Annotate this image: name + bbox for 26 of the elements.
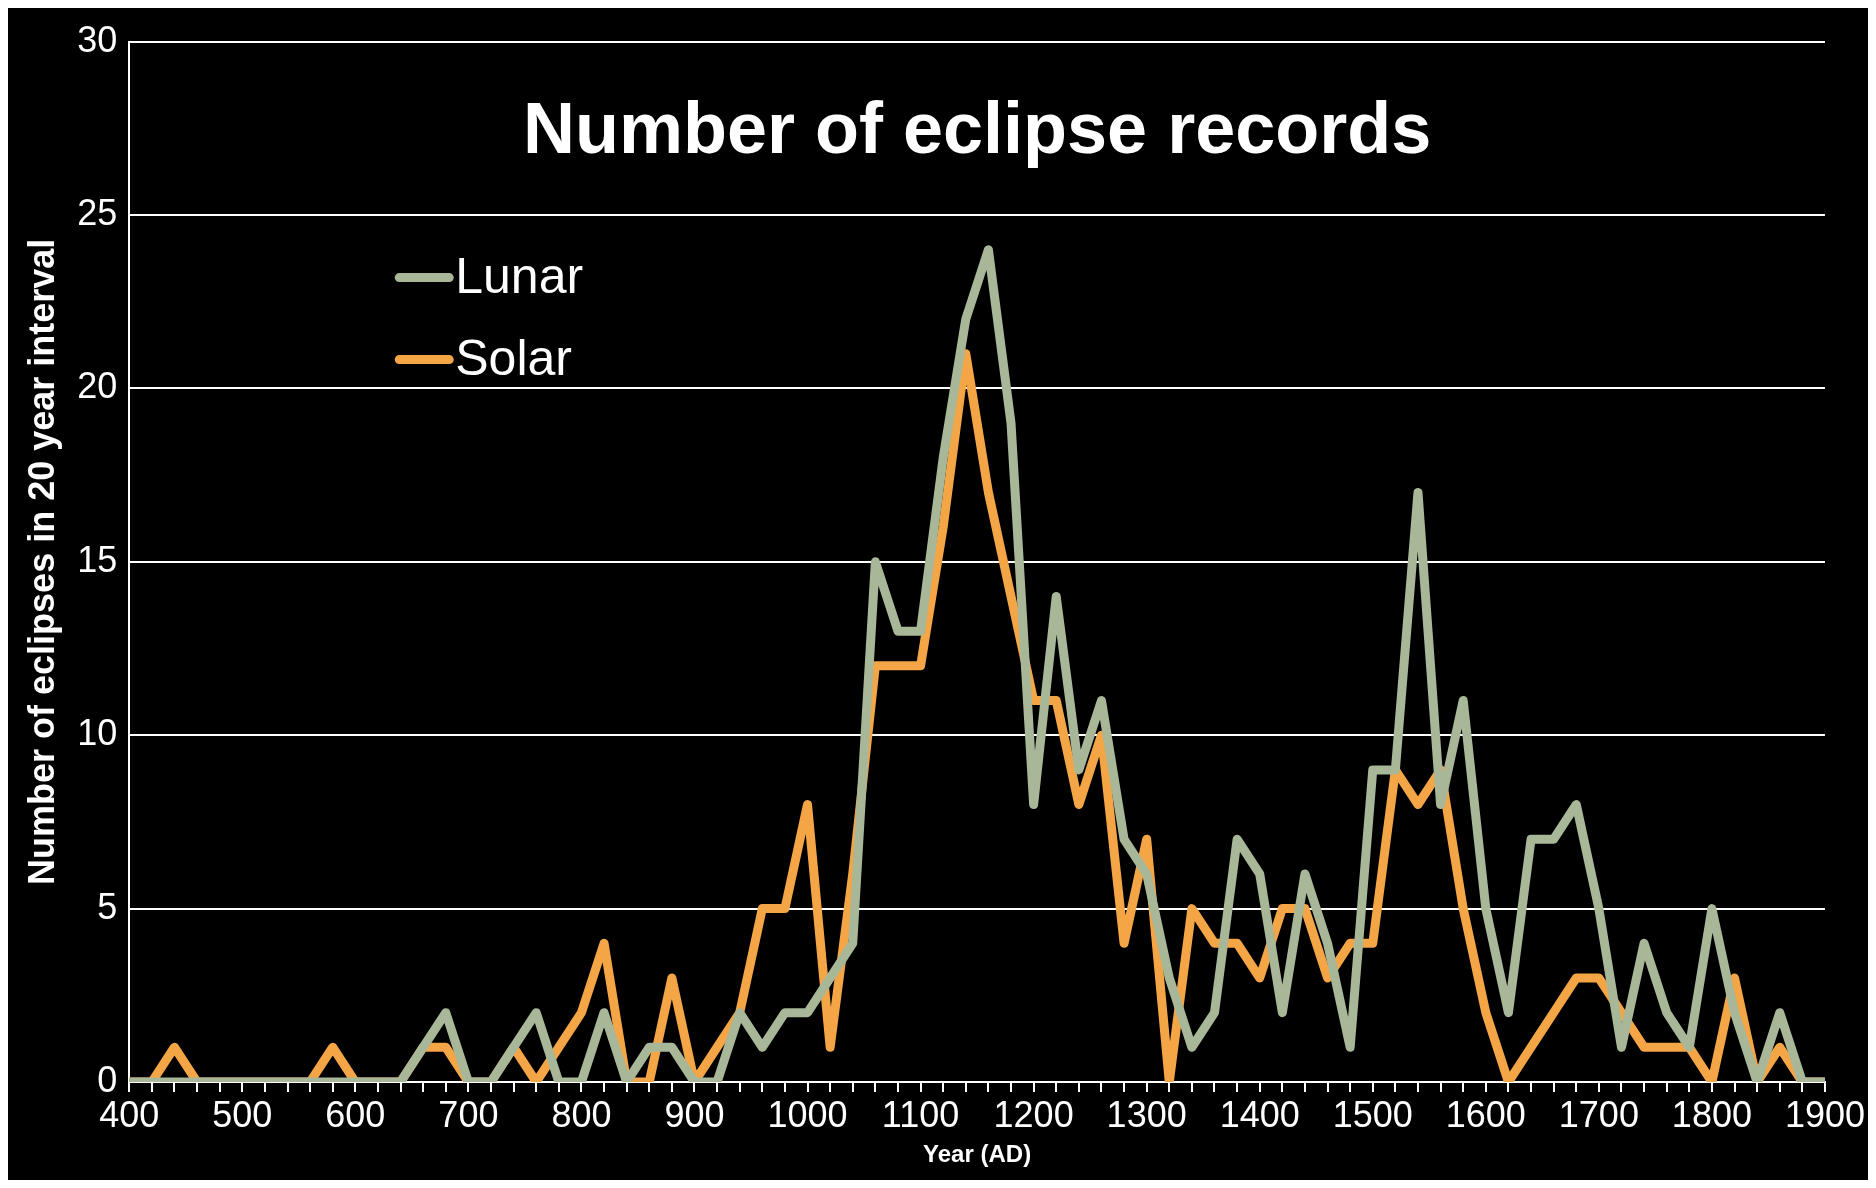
x-tick-label: 800 [551, 1093, 612, 1135]
y-tick-label: 5 [97, 885, 118, 927]
y-tick-label: 25 [77, 191, 118, 233]
x-tick-label: 900 [664, 1093, 725, 1135]
x-tick-label: 1700 [1558, 1093, 1639, 1135]
y-tick-label: 30 [77, 18, 118, 60]
y-tick-label: 10 [77, 712, 118, 754]
x-tick-label: 700 [438, 1093, 499, 1135]
x-tick-label: 1200 [993, 1093, 1074, 1135]
legend-label: Solar [455, 330, 572, 387]
legend-label: Lunar [455, 248, 584, 305]
x-tick-label: 1000 [767, 1093, 848, 1135]
y-tick-label: 20 [77, 365, 118, 407]
text: Number of eclipse records [522, 88, 1432, 169]
x-tick-label: 1100 [881, 1093, 960, 1135]
y-tick-label: 15 [77, 538, 118, 580]
x-tick-label: 500 [212, 1093, 273, 1135]
x-tick-label: 600 [325, 1093, 386, 1135]
x-tick-label: 1900 [1784, 1093, 1865, 1135]
y-axis-title: Number of eclipses in 20 year interval [20, 238, 62, 885]
x-tick-label: 1300 [1106, 1093, 1187, 1135]
x-tick-label: 1600 [1445, 1093, 1526, 1135]
x-tick-label: 1400 [1219, 1093, 1300, 1135]
x-axis-title: Year (AD) [923, 1140, 1032, 1168]
x-tick-label: 1800 [1671, 1093, 1752, 1135]
x-tick-label: 1500 [1332, 1093, 1413, 1135]
